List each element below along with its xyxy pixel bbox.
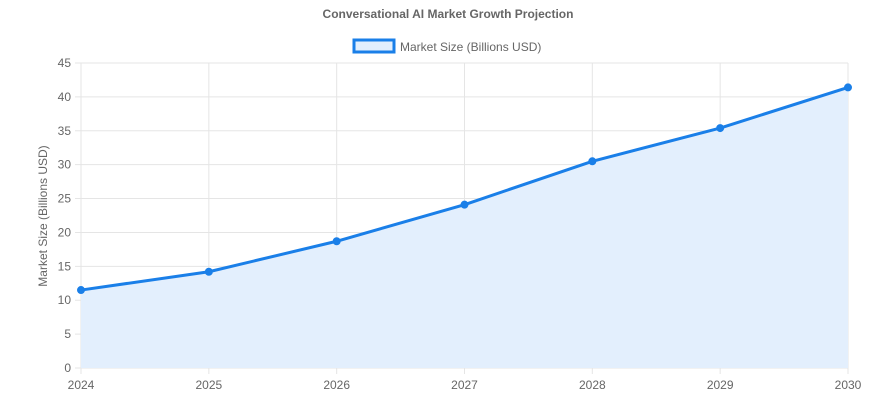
- series-area: [81, 87, 848, 369]
- y-axis-title: Market Size (Billions USD): [36, 145, 50, 286]
- x-tick-label: 2029: [707, 378, 734, 392]
- x-tick-label: 2030: [835, 378, 862, 392]
- data-point[interactable]: [844, 83, 852, 92]
- legend-label: Market Size (Billions USD): [400, 40, 541, 54]
- y-tick-label: 45: [58, 56, 72, 70]
- y-tick-label: 15: [58, 259, 72, 273]
- x-tick-label: 2028: [579, 378, 606, 392]
- x-tick-label: 2024: [68, 378, 95, 392]
- data-point[interactable]: [588, 157, 597, 166]
- y-tick-label: 25: [58, 192, 72, 206]
- data-point[interactable]: [77, 286, 85, 295]
- legend[interactable]: Market Size (Billions USD): [352, 38, 541, 54]
- series-market-size: [77, 83, 852, 369]
- y-tick-label: 20: [58, 225, 72, 239]
- x-tick-labels: 2024 2025 2026 2027 2028 2029 2030: [68, 378, 862, 392]
- data-point[interactable]: [460, 200, 469, 209]
- x-tick-label: 2025: [195, 378, 222, 392]
- data-point[interactable]: [332, 237, 341, 246]
- x-tick-label: 2026: [323, 378, 350, 392]
- data-point[interactable]: [716, 124, 725, 133]
- data-point[interactable]: [204, 267, 213, 276]
- y-tick-label: 30: [58, 158, 72, 172]
- legend-swatch: [352, 38, 396, 54]
- y-tick-label: 5: [64, 327, 71, 341]
- chart-title: Conversational AI Market Growth Projecti…: [323, 7, 574, 21]
- y-tick-labels: 0 5 10 15 20 25 30 35 40 45: [58, 56, 72, 375]
- y-tick-label: 40: [58, 90, 72, 104]
- x-tick-label: 2027: [451, 378, 478, 392]
- y-tick-label: 0: [64, 361, 71, 375]
- y-tick-label: 10: [58, 293, 72, 307]
- y-tick-label: 35: [58, 124, 72, 138]
